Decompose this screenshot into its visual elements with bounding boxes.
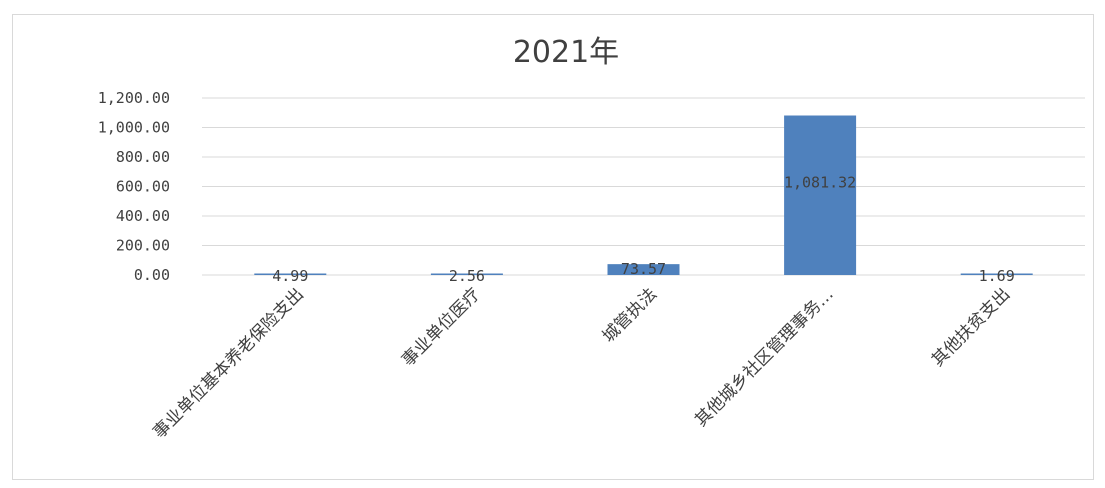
y-tick-label: 400.00: [116, 207, 170, 225]
bar: [430, 273, 503, 275]
data-label: 1,081.32: [784, 173, 856, 191]
x-category-label: 城管执法: [599, 284, 661, 346]
y-tick-label: 1,000.00: [98, 119, 170, 137]
data-label: 2.56: [449, 267, 485, 285]
x-category-label: 其他城乡社区管理事务…: [691, 284, 837, 430]
x-category-label: 其他扶贫支出: [928, 284, 1014, 370]
bars: [254, 115, 1033, 275]
y-tick-label: 1,200.00: [98, 89, 170, 107]
data-labels: 4.99 2.56 73.57 1,081.32 1.69: [272, 173, 1015, 285]
chart-title: 2021年: [513, 35, 619, 70]
gridlines: [202, 97, 1085, 276]
bar: [607, 264, 680, 275]
y-axis-ticks: 0.00 200.00 400.00 600.00 800.00 1,000.00 1,20…: [98, 89, 170, 284]
data-label: 4.99: [272, 267, 308, 285]
x-category-label: 事业单位基本养老保险支出: [149, 284, 307, 442]
data-label: 1.69: [979, 267, 1015, 285]
y-tick-label: 800.00: [116, 148, 170, 166]
y-tick-label: 200.00: [116, 237, 170, 255]
bar: [784, 115, 857, 275]
x-axis-categories: 事业单位基本养老保险支出 事业单位医疗 城管执法 其他城乡社区管理事务… 其他扶贫支出: [149, 284, 1014, 442]
data-label: 73.57: [621, 260, 666, 278]
bar: [960, 273, 1033, 275]
y-tick-label: 600.00: [116, 178, 170, 196]
bar: [254, 273, 327, 275]
y-tick-label: 0.00: [134, 266, 170, 284]
x-category-label: 事业单位医疗: [398, 284, 484, 370]
chart-frame: [12, 14, 1094, 480]
